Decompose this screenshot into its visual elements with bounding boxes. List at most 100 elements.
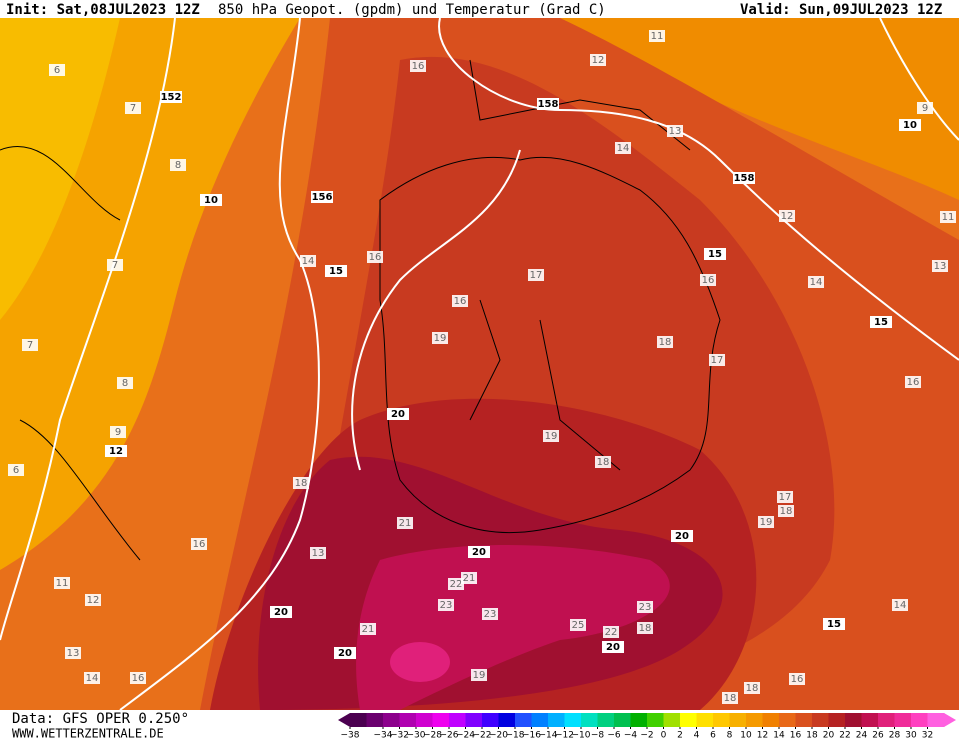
label-box [905, 376, 921, 388]
label-box [543, 430, 559, 442]
temperature-label: 19 [473, 670, 486, 681]
label-box [448, 578, 464, 590]
label-box [105, 445, 127, 457]
label-box [700, 274, 716, 286]
label-box [892, 599, 908, 611]
temperature-label: 14 [810, 277, 823, 288]
colorbar-arrow [338, 713, 350, 727]
temperature-label: 16 [791, 674, 804, 685]
geopotential-label: 15 [708, 249, 722, 260]
valid-time: Valid: Sun,09JUL2023 12Z [740, 2, 942, 18]
temperature-label: 9 [922, 103, 928, 114]
label-box [482, 608, 498, 620]
colorbar-swatch [630, 713, 648, 727]
label-box [397, 517, 413, 529]
label-box [293, 477, 309, 489]
label-box [8, 464, 24, 476]
header-bg [0, 0, 959, 18]
colorbar-swatch [812, 713, 829, 727]
colorbar-tick-label: −20 [489, 731, 508, 741]
geopotential-label: 10 [204, 195, 218, 206]
colorbar-swatch [845, 713, 862, 727]
colorbar-tick-label: 28 [889, 731, 901, 741]
label-box [468, 546, 490, 558]
label-box [603, 626, 619, 638]
label-box [438, 599, 454, 611]
temperature-label: 18 [724, 693, 737, 704]
colorbar-tick-label: −24 [456, 731, 475, 741]
geopotential-label: 20 [274, 607, 288, 618]
colorbar-tick-label: −32 [390, 731, 409, 741]
colorbar-tick-label: −14 [539, 731, 558, 741]
colorbar-tick-label: 4 [694, 731, 700, 741]
colorbar-swatch [465, 713, 483, 727]
label-box [602, 641, 624, 653]
label-box [170, 159, 186, 171]
colorbar-swatch [399, 713, 417, 727]
temperature-label: 18 [597, 457, 610, 468]
label-box [310, 547, 326, 559]
temperature-label: 7 [130, 103, 136, 114]
label-box [49, 64, 65, 76]
label-box [360, 623, 376, 635]
colorbar-tick-label: −16 [522, 731, 541, 741]
label-box [709, 354, 725, 366]
temperature-label: 16 [907, 377, 920, 388]
temperature-label: 13 [67, 648, 80, 659]
colorbar-tick-label: −28 [423, 731, 442, 741]
temperature-label: 23 [639, 602, 652, 613]
label-box [367, 251, 383, 263]
colorbar-tick-label: −22 [473, 731, 492, 741]
init-time: Init: Sat,08JUL2023 12Z [6, 2, 200, 18]
temperature-label: 16 [193, 539, 206, 550]
temperature-label: 11 [942, 212, 955, 223]
label-box [733, 172, 755, 184]
colorbar-swatch [746, 713, 763, 727]
label-box [704, 248, 726, 260]
temperature-label: 14 [86, 673, 99, 684]
colorbar-swatch [581, 713, 598, 727]
colorbar-swatch [449, 713, 466, 727]
label-box [528, 269, 544, 281]
colorbar-swatch [927, 713, 945, 727]
colorbar-tick-label: −26 [440, 731, 459, 741]
geopotential-label: 12 [109, 446, 123, 457]
colorbar-tick-label: −2 [640, 731, 653, 741]
label-box [325, 265, 347, 277]
temperature-label: 6 [54, 65, 60, 76]
colorbar-swatch [696, 713, 714, 727]
label-box [65, 647, 81, 659]
label-box [200, 194, 222, 206]
label-box [823, 618, 845, 630]
geopotential-label: 156 [312, 192, 333, 203]
label-box [334, 647, 356, 659]
label-box [777, 491, 793, 503]
temperature-label: 23 [484, 609, 497, 620]
label-box [917, 102, 933, 114]
label-box [107, 259, 123, 271]
colorbar-tick-label: −38 [341, 731, 360, 741]
label-box [744, 682, 760, 694]
label-box [899, 119, 921, 131]
colorbar-swatch [647, 713, 664, 727]
colorbar-tick-label: −10 [572, 731, 591, 741]
map [0, 17, 959, 711]
label-box [461, 572, 477, 584]
temperature-label: 8 [122, 378, 128, 389]
label-box [130, 672, 146, 684]
colorbar-swatch [878, 713, 895, 727]
colorbar-tick-label: 0 [661, 731, 667, 741]
colorbar-tick-label: 8 [727, 731, 733, 741]
label-box [637, 622, 653, 634]
label-box [452, 295, 468, 307]
temperature-label: 13 [934, 261, 947, 272]
temperature-label: 13 [669, 126, 682, 137]
temperature-label: 14 [302, 256, 315, 267]
label-box [270, 606, 292, 618]
label-box [789, 673, 805, 685]
label-box [570, 619, 586, 631]
label-box [125, 102, 141, 114]
colorbar-tick-label: −12 [555, 731, 574, 741]
geopotential-label: 20 [675, 531, 689, 542]
colorbar-tick-label: 16 [790, 731, 802, 741]
